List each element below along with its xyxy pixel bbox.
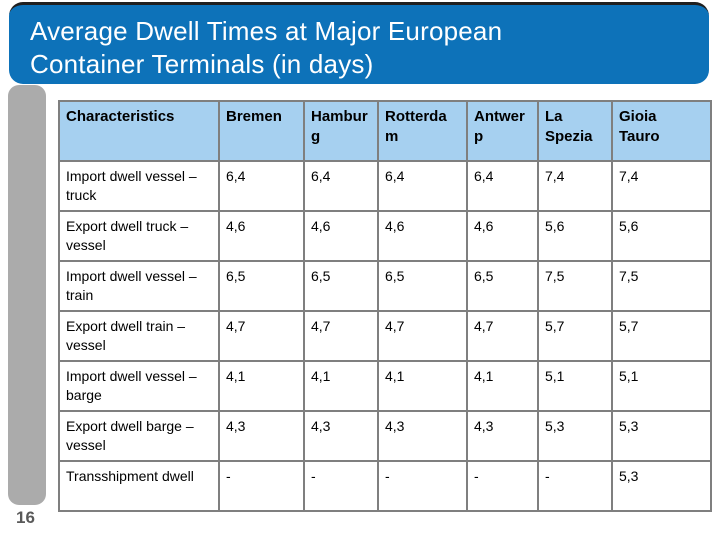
value-cell: 4,1 — [303, 360, 379, 412]
value-cell: - — [218, 460, 305, 512]
value-cell: 6,5 — [218, 260, 305, 312]
value-cell: 5,1 — [611, 360, 712, 412]
value-cell: 5,1 — [537, 360, 613, 412]
table-header-row: Characteristics Bremen Hambur g Rotterda… — [58, 100, 712, 162]
column-header-hamburg: Hambur g — [303, 100, 379, 162]
value-cell: 5,3 — [611, 410, 712, 462]
column-header-antwerp: Antwer p — [466, 100, 539, 162]
value-cell: 5,3 — [537, 410, 613, 462]
column-header-la-spezia: La Spezia — [537, 100, 613, 162]
value-cell: 6,5 — [303, 260, 379, 312]
value-cell: 4,1 — [466, 360, 539, 412]
column-header-rotterdam: Rotterda m — [377, 100, 468, 162]
value-cell: 5,7 — [611, 310, 712, 362]
value-cell: 6,5 — [377, 260, 468, 312]
value-cell: 4,7 — [218, 310, 305, 362]
characteristic-cell: Transshipment dwell — [58, 460, 220, 512]
value-cell: 6,5 — [466, 260, 539, 312]
table-row: Export dwell barge – vessel 4,3 4,3 4,3 … — [58, 410, 712, 462]
characteristic-cell: Import dwell vessel – barge — [58, 360, 220, 412]
characteristic-cell: Export dwell train – vessel — [58, 310, 220, 362]
value-cell: 7,4 — [537, 160, 613, 212]
page-number: 16 — [16, 508, 35, 527]
value-cell: 4,7 — [303, 310, 379, 362]
column-header-bremen: Bremen — [218, 100, 305, 162]
value-cell: 7,4 — [611, 160, 712, 212]
value-cell: 7,5 — [537, 260, 613, 312]
value-cell: 6,4 — [377, 160, 468, 212]
table-row: Import dwell vessel – train 6,5 6,5 6,5 … — [58, 260, 712, 312]
value-cell: 4,6 — [377, 210, 468, 262]
value-cell: 4,3 — [218, 410, 305, 462]
value-cell: 5,3 — [611, 460, 712, 512]
column-header-characteristics: Characteristics — [58, 100, 220, 162]
value-cell: 4,6 — [218, 210, 305, 262]
value-cell: 4,6 — [303, 210, 379, 262]
value-cell: 4,6 — [466, 210, 539, 262]
value-cell: 6,4 — [466, 160, 539, 212]
value-cell: - — [303, 460, 379, 512]
value-cell: 5,6 — [537, 210, 613, 262]
value-cell: 5,7 — [537, 310, 613, 362]
value-cell: - — [466, 460, 539, 512]
value-cell: 4,1 — [218, 360, 305, 412]
value-cell: 4,1 — [377, 360, 468, 412]
value-cell: - — [537, 460, 613, 512]
value-cell: 4,3 — [466, 410, 539, 462]
dwell-times-table: Characteristics Bremen Hambur g Rotterda… — [58, 100, 712, 512]
characteristic-cell: Export dwell barge – vessel — [58, 410, 220, 462]
table-row: Export dwell train – vessel 4,7 4,7 4,7 … — [58, 310, 712, 362]
table-row: Transshipment dwell - - - - - 5,3 — [58, 460, 712, 512]
value-cell: 7,5 — [611, 260, 712, 312]
table-row: Export dwell truck – vessel 4,6 4,6 4,6 … — [58, 210, 712, 262]
characteristic-cell: Export dwell truck – vessel — [58, 210, 220, 262]
value-cell: - — [377, 460, 468, 512]
value-cell: 4,3 — [303, 410, 379, 462]
column-header-gioia-tauro: Gioia Tauro — [611, 100, 712, 162]
value-cell: 5,6 — [611, 210, 712, 262]
table-row: Import dwell vessel – truck 6,4 6,4 6,4 … — [58, 160, 712, 212]
value-cell: 6,4 — [303, 160, 379, 212]
value-cell: 4,3 — [377, 410, 468, 462]
characteristic-cell: Import dwell vessel – train — [58, 260, 220, 312]
characteristic-cell: Import dwell vessel – truck — [58, 160, 220, 212]
title-bar: Average Dwell Times at Major European Co… — [9, 2, 709, 84]
value-cell: 6,4 — [218, 160, 305, 212]
value-cell: 4,7 — [377, 310, 468, 362]
table-row: Import dwell vessel – barge 4,1 4,1 4,1 … — [58, 360, 712, 412]
value-cell: 4,7 — [466, 310, 539, 362]
sidebar-accent-bar — [8, 85, 46, 505]
slide-title: Average Dwell Times at Major European Co… — [30, 16, 503, 79]
